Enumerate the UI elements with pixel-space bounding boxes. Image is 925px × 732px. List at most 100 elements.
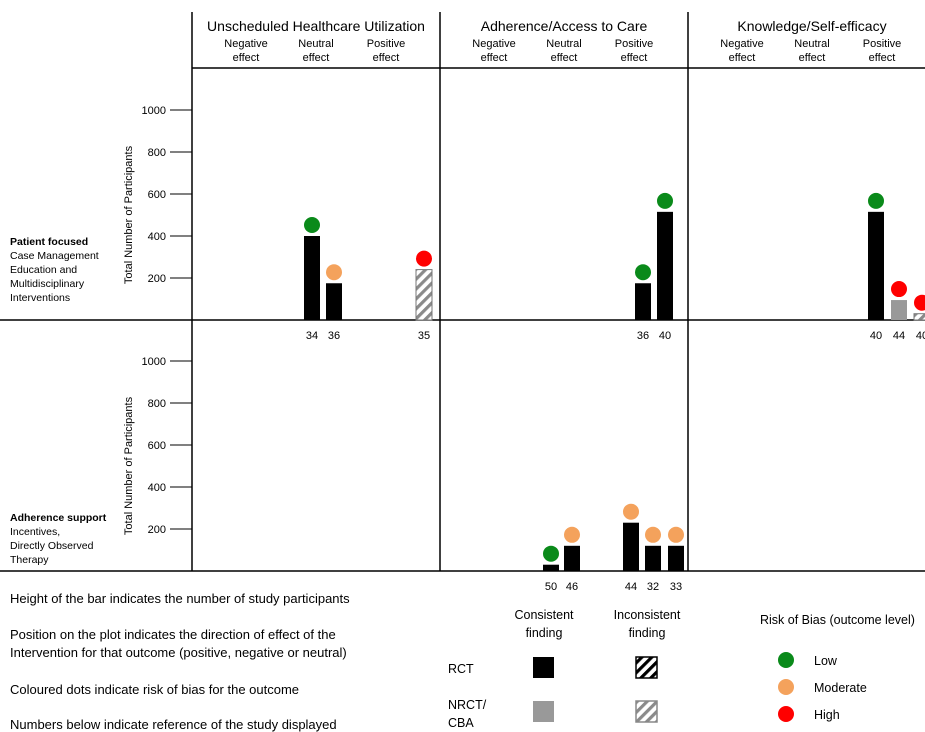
y-tick-label: 200 (148, 524, 166, 536)
risk-of-bias-dot (657, 192, 673, 209)
effect-label: effect (551, 52, 578, 64)
effect-label: effect (729, 52, 756, 64)
row-label-line: Therapy (10, 554, 49, 566)
y-tick-label: 400 (148, 231, 166, 243)
row-label-line: Incentives, (10, 526, 60, 538)
study-reference-label: 44 (625, 581, 637, 593)
column-title: Knowledge/Self-efficacy (737, 18, 886, 34)
study-reference-label: 40 (870, 330, 882, 342)
risk-of-bias-dot (635, 264, 651, 281)
risk-of-bias-dot (564, 526, 580, 543)
legend-bias-title: Risk of Bias (outcome level) (760, 613, 915, 627)
study-reference-label: 40 (659, 330, 671, 342)
bar-ref-33 (668, 545, 684, 571)
risk-of-bias-dot (326, 264, 342, 281)
legend-note: Height of the bar indicates the number o… (10, 591, 350, 606)
y-axis-label: Total Number of Participants (123, 145, 135, 284)
effect-label: effect (481, 52, 508, 64)
row-label-line: Education and (10, 264, 77, 276)
risk-of-bias-dot (891, 281, 907, 298)
y-tick-label: 800 (148, 398, 166, 410)
legend-bias-label: Low (814, 654, 838, 668)
effect-label: effect (373, 52, 400, 64)
y-tick-label: 600 (148, 189, 166, 201)
legend-design-label: NRCT/ (448, 698, 487, 712)
row-label-line: Case Management (10, 250, 99, 262)
effect-label: Neutral (794, 38, 829, 50)
study-reference-label: 44 (893, 330, 905, 342)
bar-ref-40 (657, 211, 673, 320)
legend-swatch-rct-consistent (533, 657, 554, 678)
effect-label: Negative (472, 38, 515, 50)
risk-of-bias-dot (623, 503, 639, 520)
effect-label: effect (233, 52, 260, 64)
risk-of-bias-dot (914, 294, 925, 311)
row-label-bold: Patient focused (10, 236, 88, 248)
effect-label: Positive (615, 38, 654, 50)
study-reference-label: 36 (637, 330, 649, 342)
effect-label: effect (621, 52, 648, 64)
legend-note: Coloured dots indicate risk of bias for … (10, 682, 299, 697)
legend-design-label: RCT (448, 662, 474, 676)
study-reference-label: 33 (670, 581, 682, 593)
legend-bias-label: Moderate (814, 681, 867, 695)
bar-ref-32 (645, 545, 661, 571)
legend-inconsistent-label: Inconsistent (614, 608, 681, 622)
row-label-line: Multidisciplinary (10, 278, 85, 290)
legend-swatch-nrct-consistent (533, 701, 554, 722)
legend-note: Intervention for that outcome (positive,… (10, 645, 347, 660)
study-reference-label: 32 (647, 581, 659, 593)
bar-ref-44 (623, 522, 639, 571)
bar-ref-36 (326, 283, 342, 320)
risk-of-bias-dot (645, 526, 661, 543)
bar-ref-35 (415, 269, 433, 321)
study-reference-label: 34 (306, 330, 318, 342)
legend-bias-label: High (814, 708, 840, 722)
risk-of-bias-dot (416, 250, 432, 267)
effect-label: Positive (863, 38, 902, 50)
y-tick-label: 1000 (142, 356, 166, 368)
legend-consistent-label: Consistent (514, 608, 574, 622)
y-tick-label: 800 (148, 147, 166, 159)
legend-note: Position on the plot indicates the direc… (10, 627, 336, 642)
legend-bias-dot (778, 652, 794, 668)
legend-swatch-nrct-inconsistent (635, 700, 658, 723)
risk-of-bias-dot (868, 192, 884, 209)
bar-ref-40 (913, 313, 925, 321)
y-axis-label: Total Number of Participants (123, 396, 135, 535)
risk-of-bias-dot (668, 526, 684, 543)
y-tick-label: 200 (148, 273, 166, 285)
bar-ref-44 (891, 300, 907, 320)
column-title: Unscheduled Healthcare Utilization (207, 18, 425, 34)
column-title: Adherence/Access to Care (481, 18, 648, 34)
effect-label: effect (869, 52, 896, 64)
y-tick-label: 1000 (142, 105, 166, 117)
legend-note: Numbers below indicate reference of the … (10, 717, 337, 732)
study-reference-label: 50 (545, 581, 557, 593)
effect-label: Positive (367, 38, 406, 50)
y-tick-label: 400 (148, 482, 166, 494)
risk-of-bias-dot (304, 217, 320, 233)
effect-label: Negative (224, 38, 267, 50)
bar-ref-50 (543, 564, 559, 571)
row-label-line: Directly Observed (10, 540, 94, 552)
bar-ref-36 (635, 283, 651, 320)
legend-inconsistent-label: finding (629, 626, 666, 640)
legend-bias-dot (778, 679, 794, 695)
bar-ref-46 (564, 545, 580, 571)
effect-label: Negative (720, 38, 763, 50)
effect-label: Neutral (298, 38, 333, 50)
bar-ref-40 (868, 211, 884, 320)
risk-of-bias-dot (543, 545, 559, 562)
study-reference-label: 40 (916, 330, 925, 342)
legend-bias-dot (778, 706, 794, 722)
bar-ref-34 (304, 236, 320, 320)
study-reference-label: 35 (418, 330, 430, 342)
y-tick-label: 600 (148, 440, 166, 452)
legend-swatch-rct-inconsistent (635, 656, 658, 679)
row-label-line: Interventions (10, 292, 70, 304)
legend-consistent-label: finding (526, 626, 563, 640)
study-reference-label: 46 (566, 581, 578, 593)
effect-label: effect (303, 52, 330, 64)
